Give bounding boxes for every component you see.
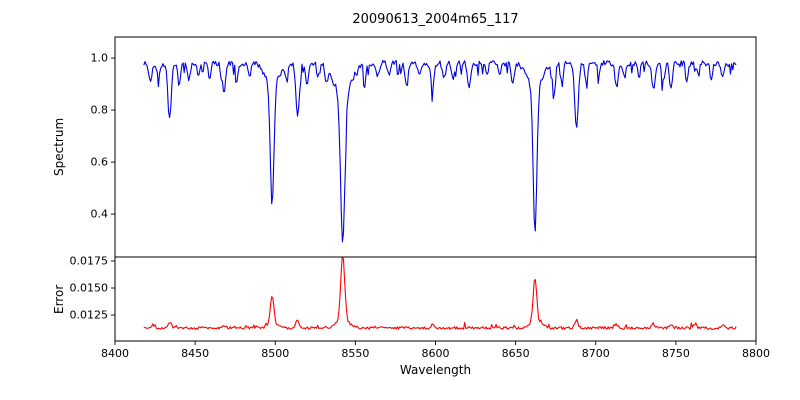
x-axis-label: Wavelength xyxy=(399,363,472,377)
spectrum-line xyxy=(143,59,737,243)
y-tick-label: 0.8 xyxy=(91,104,109,117)
x-tick-label: 8600 xyxy=(422,347,450,360)
y-tick-label: 1.0 xyxy=(91,52,109,65)
x-tick-label: 8700 xyxy=(582,347,610,360)
error-line xyxy=(143,257,737,330)
x-tick-label: 8650 xyxy=(502,347,530,360)
x-tick-label: 8550 xyxy=(341,347,369,360)
x-tick-label: 8800 xyxy=(742,347,770,360)
y-tick-label: 0.4 xyxy=(91,208,109,221)
x-tick-label: 8750 xyxy=(662,347,690,360)
y-tick-label: 0.0150 xyxy=(70,282,109,295)
y-tick-label: 0.0175 xyxy=(70,255,109,268)
x-tick-label: 8400 xyxy=(101,347,129,360)
spectrum-axis-label: Spectrum xyxy=(52,117,66,177)
error-axis-label: Error xyxy=(52,284,66,314)
chart-title: 20090613_2004m65_117 xyxy=(352,12,519,27)
x-tick-label: 8500 xyxy=(261,347,289,360)
y-tick-label: 0.6 xyxy=(91,156,109,169)
y-tick-label: 0.0125 xyxy=(70,309,109,322)
x-tick-label: 8450 xyxy=(181,347,209,360)
